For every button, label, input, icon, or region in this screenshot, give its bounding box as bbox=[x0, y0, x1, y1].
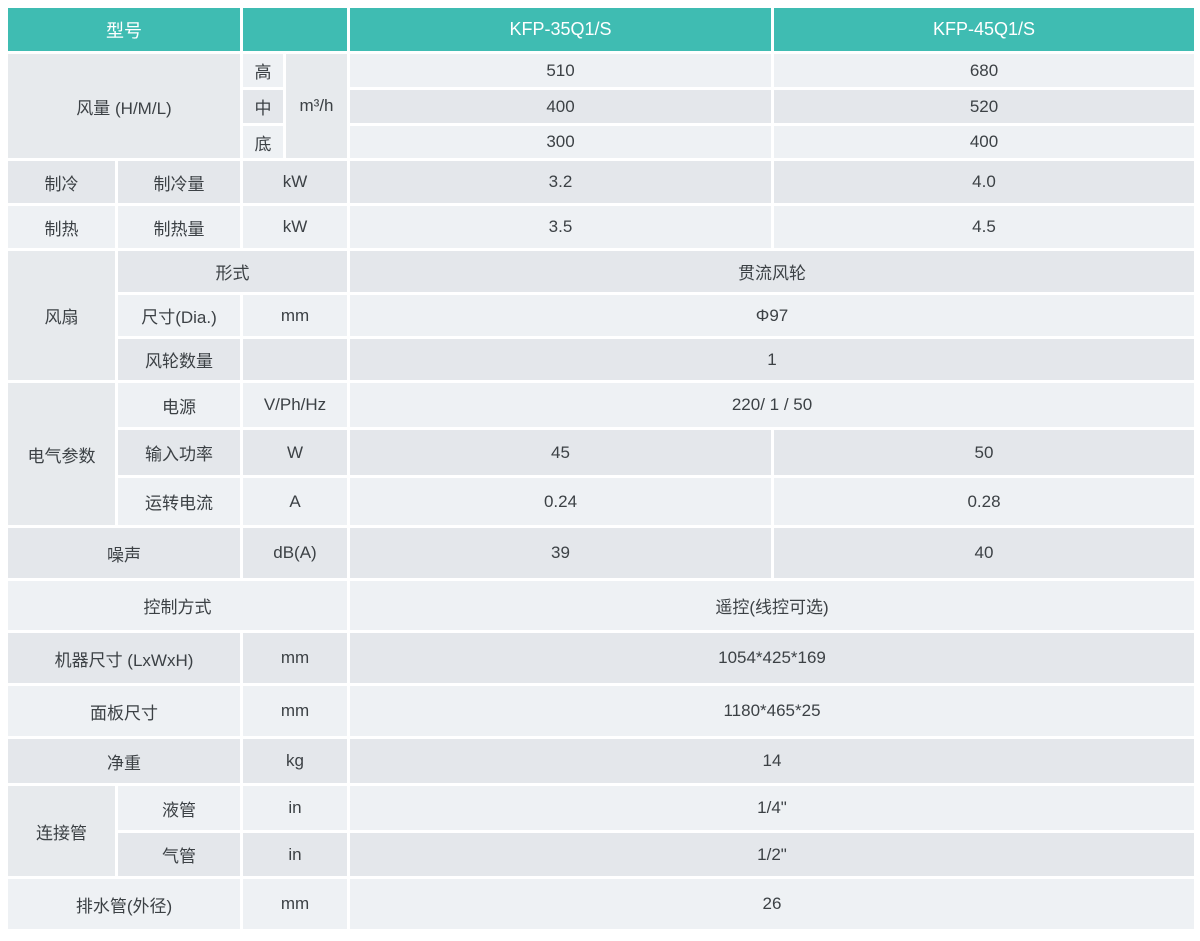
row-airflow-low: 底 300 400 bbox=[8, 126, 1194, 158]
cell-fan-type-value: 贯流风轮 bbox=[350, 251, 1194, 292]
row-input-power: 输入功率 W 45 50 bbox=[8, 430, 1194, 475]
row-gas-pipe: 气管 in 1/2" bbox=[8, 833, 1194, 876]
cell-unit-size-value: 1054*425*169 bbox=[350, 633, 1194, 683]
cell-heating-unit: kW bbox=[243, 206, 347, 248]
cell-airflow-high-a: 510 bbox=[350, 54, 771, 87]
row-cooling: 制冷 制冷量 kW 3.2 4.0 bbox=[8, 161, 1194, 203]
row-net-weight: 净重 kg 14 bbox=[8, 739, 1194, 783]
cell-panel-size-value: 1180*465*25 bbox=[350, 686, 1194, 736]
cell-drain-value: 26 bbox=[350, 879, 1194, 929]
row-running-current: 运转电流 A 0.24 0.28 bbox=[8, 478, 1194, 525]
row-power-supply: 电气参数 电源 V/Ph/Hz 220/ 1 / 50 bbox=[8, 383, 1194, 525]
cell-liquid-label: 液管 bbox=[118, 786, 240, 830]
row-fan-diameter: 尺寸(Dia.) mm Φ97 bbox=[8, 295, 1194, 336]
cell-pipes-group: 连接管 bbox=[8, 786, 115, 876]
cell-gas-value: 1/2" bbox=[350, 833, 1194, 876]
row-drain: 排水管(外径) mm 26 bbox=[8, 879, 1194, 929]
cell-panel-size-label: 面板尺寸 bbox=[8, 686, 240, 736]
cell-heating-group: 制热 bbox=[8, 206, 115, 248]
cell-cooling-a: 3.2 bbox=[350, 161, 771, 203]
cell-fan-dia-unit: mm bbox=[243, 295, 347, 336]
cell-cooling-unit: kW bbox=[243, 161, 347, 203]
cell-fan-count-label: 风轮数量 bbox=[118, 339, 240, 380]
cell-model-header: 型号 bbox=[8, 8, 240, 51]
cell-header-blank bbox=[243, 8, 347, 51]
cell-liquid-value: 1/4" bbox=[350, 786, 1194, 830]
row-liquid-pipe: 连接管 液管 in 1/4" bbox=[8, 786, 1194, 876]
cell-airflow-level-mid: 中 bbox=[243, 90, 283, 123]
cell-airflow-high-b: 680 bbox=[774, 54, 1194, 87]
cell-input-label: 输入功率 bbox=[118, 430, 240, 475]
row-unit-size: 机器尺寸 (LxWxH) mm 1054*425*169 bbox=[8, 633, 1194, 683]
cell-fan-dia-value: Φ97 bbox=[350, 295, 1194, 336]
cell-model-b-header: KFP-45Q1/S bbox=[774, 8, 1194, 51]
cell-cooling-label: 制冷量 bbox=[118, 161, 240, 203]
cell-fan-group: 风扇 bbox=[8, 251, 115, 380]
row-noise: 噪声 dB(A) 39 40 bbox=[8, 528, 1194, 578]
cell-model-a-header: KFP-35Q1/S bbox=[350, 8, 771, 51]
cell-power-unit: V/Ph/Hz bbox=[243, 383, 347, 427]
cell-control-value: 遥控(线控可选) bbox=[350, 581, 1194, 630]
cell-liquid-unit: in bbox=[243, 786, 347, 830]
cell-current-label: 运转电流 bbox=[118, 478, 240, 525]
cell-airflow-mid-a: 400 bbox=[350, 90, 771, 123]
row-control: 控制方式 遥控(线控可选) bbox=[8, 581, 1194, 630]
cell-input-unit: W bbox=[243, 430, 347, 475]
cell-airflow-label: 风量 (H/M/L) bbox=[8, 54, 240, 158]
cell-drain-unit: mm bbox=[243, 879, 347, 929]
cell-noise-b: 40 bbox=[774, 528, 1194, 578]
cell-noise-unit: dB(A) bbox=[243, 528, 347, 578]
cell-unit-size-unit: mm bbox=[243, 633, 347, 683]
cell-net-weight-value: 14 bbox=[350, 739, 1194, 783]
cell-net-weight-label: 净重 bbox=[8, 739, 240, 783]
cell-airflow-mid-b: 520 bbox=[774, 90, 1194, 123]
cell-noise-label: 噪声 bbox=[8, 528, 240, 578]
cell-control-label: 控制方式 bbox=[8, 581, 347, 630]
row-airflow-mid: 中 400 520 bbox=[8, 90, 1194, 123]
row-heating: 制热 制热量 kW 3.5 4.5 bbox=[8, 206, 1194, 248]
row-airflow-high: 风量 (H/M/L) 高 m³/h 510 680 bbox=[8, 54, 1194, 158]
row-fan-type: 风扇 形式 贯流风轮 bbox=[8, 251, 1194, 380]
cell-input-a: 45 bbox=[350, 430, 771, 475]
cell-airflow-level-high: 高 bbox=[243, 54, 283, 87]
cell-power-value: 220/ 1 / 50 bbox=[350, 383, 1194, 427]
cell-gas-unit: in bbox=[243, 833, 347, 876]
cell-current-unit: A bbox=[243, 478, 347, 525]
cell-airflow-unit: m³/h bbox=[286, 54, 347, 158]
cell-fan-dia-label: 尺寸(Dia.) bbox=[118, 295, 240, 336]
cell-fan-count-value: 1 bbox=[350, 339, 1194, 380]
cell-heating-label: 制热量 bbox=[118, 206, 240, 248]
cell-heating-b: 4.5 bbox=[774, 206, 1194, 248]
cell-panel-size-unit: mm bbox=[243, 686, 347, 736]
cell-current-b: 0.28 bbox=[774, 478, 1194, 525]
cell-airflow-level-low: 底 bbox=[243, 126, 283, 158]
cell-fan-count-unit bbox=[243, 339, 347, 380]
cell-power-label: 电源 bbox=[118, 383, 240, 427]
cell-gas-label: 气管 bbox=[118, 833, 240, 876]
row-panel-size: 面板尺寸 mm 1180*465*25 bbox=[8, 686, 1194, 736]
cell-airflow-low-b: 400 bbox=[774, 126, 1194, 158]
cell-current-a: 0.24 bbox=[350, 478, 771, 525]
spec-table: 型号 KFP-35Q1/S KFP-45Q1/S 风量 (H/M/L) 高 m³… bbox=[5, 5, 1197, 932]
cell-net-weight-unit: kg bbox=[243, 739, 347, 783]
cell-electrical-group: 电气参数 bbox=[8, 383, 115, 525]
cell-noise-a: 39 bbox=[350, 528, 771, 578]
row-fan-count: 风轮数量 1 bbox=[8, 339, 1194, 380]
cell-fan-type-label: 形式 bbox=[118, 251, 347, 292]
cell-input-b: 50 bbox=[774, 430, 1194, 475]
header-row: 型号 KFP-35Q1/S KFP-45Q1/S bbox=[8, 8, 1194, 51]
cell-cooling-group: 制冷 bbox=[8, 161, 115, 203]
cell-drain-label: 排水管(外径) bbox=[8, 879, 240, 929]
cell-heating-a: 3.5 bbox=[350, 206, 771, 248]
cell-airflow-low-a: 300 bbox=[350, 126, 771, 158]
cell-unit-size-label: 机器尺寸 (LxWxH) bbox=[8, 633, 240, 683]
cell-cooling-b: 4.0 bbox=[774, 161, 1194, 203]
